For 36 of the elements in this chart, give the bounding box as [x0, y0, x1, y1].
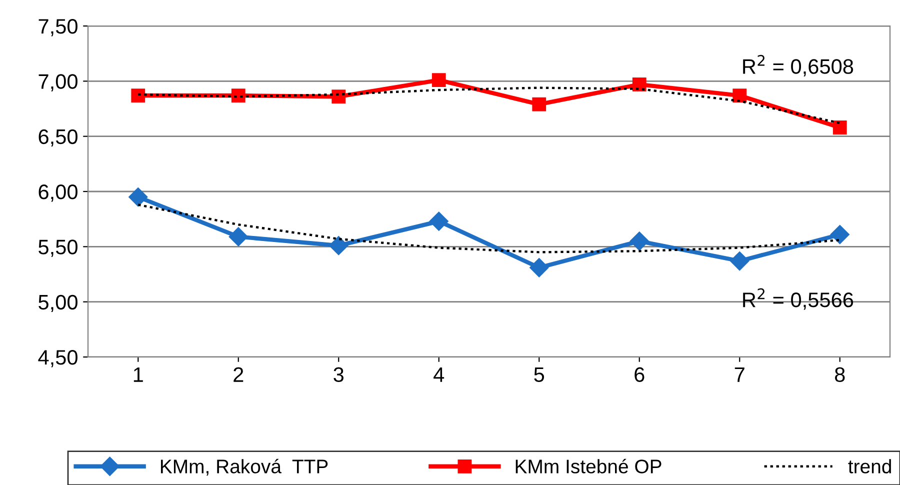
point [432, 73, 446, 88]
x-tick-label: 1 [134, 367, 143, 382]
y-tick-label: 7,00 [38, 74, 78, 92]
y-tick-label: 6,50 [38, 129, 78, 147]
x-tick-label: 6 [634, 367, 644, 382]
point [630, 232, 649, 251]
point [231, 88, 246, 102]
point [730, 251, 750, 271]
point [332, 90, 346, 104]
legend-label: KMm, Raková TTP [160, 458, 328, 476]
x-tick-label: 7 [734, 367, 744, 382]
y-tick-label: 6,00 [38, 184, 78, 202]
y-tick-label: 4,50 [38, 350, 78, 368]
x-tick-label: 4 [434, 367, 444, 382]
point [832, 120, 847, 134]
x-tick-label: 2 [234, 367, 244, 382]
annotation: R$^{2}$ = 0,6508 [743, 54, 854, 76]
point [530, 258, 549, 278]
legend-label: trend [848, 459, 891, 474]
point [732, 88, 747, 102]
y-tick-label: 7,50 [38, 19, 78, 36]
point [632, 78, 646, 92]
point [830, 224, 850, 244]
point [131, 88, 146, 102]
y-tick-label: 5,50 [38, 240, 78, 257]
point [532, 97, 546, 112]
point [128, 187, 148, 207]
annotation: R$^{2}$ = 0,5566 [743, 288, 854, 310]
x-tick-label: 3 [334, 367, 344, 382]
x-tick-label: 8 [834, 367, 845, 382]
point [429, 212, 448, 231]
y-tick-label: 5,00 [38, 294, 78, 312]
point [329, 236, 348, 256]
point [228, 227, 248, 246]
legend-label: KMm Istebné OP [516, 458, 662, 474]
x-tick-label: 5 [534, 367, 544, 382]
